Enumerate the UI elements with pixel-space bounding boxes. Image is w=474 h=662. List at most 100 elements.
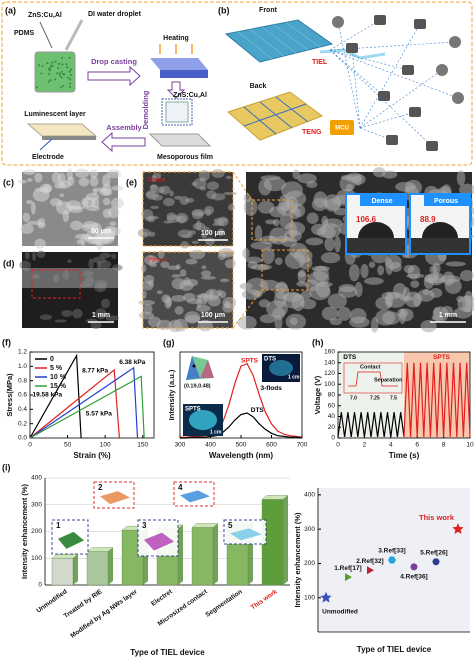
y-tick-label: 100 [31,555,42,562]
x-tick-label: 50 [64,442,72,449]
micrograph-texture [110,197,124,209]
micrograph-texture [185,197,195,203]
label: PDMS [14,30,35,37]
inset-number: 2 [98,483,103,492]
micrograph-texture [180,241,190,249]
micrograph-texture [200,275,216,280]
bar-side [283,495,288,585]
x-axis-title: Type of TIEL device [357,645,432,654]
micrograph-texture [74,168,90,178]
x-axis-title: Strain (%) [73,451,111,460]
device-electrode [42,136,96,140]
sheet-grid [243,103,307,127]
micrograph-texture [183,292,196,302]
teng-sheet [227,91,324,141]
label: TENG [302,129,322,136]
mcu [330,120,354,135]
x-axis-title: Time (s) [389,451,420,460]
micrograph-texture [456,170,466,186]
label: Back [250,83,267,90]
label: (0.19,0.48) [184,383,211,389]
x-tick-label: 500 [236,442,247,449]
point-label: This work [419,513,455,522]
beaker-texture [68,56,71,59]
angle-label: 88.9 [420,215,436,224]
zoom-box [161,98,193,126]
micrograph-texture [173,318,188,332]
y-tick-label: 100 [304,594,315,601]
inset [343,362,403,394]
x-tick-label: Electret [150,588,174,608]
beaker-texture [69,82,72,85]
device-top [26,123,98,137]
y-tick-label: 120 [324,370,335,377]
inset-device [100,491,130,505]
x-tick-label: 6 [415,442,419,449]
y-tick-label: 0 [331,435,335,442]
inset-tick: 7.25 [370,395,380,401]
micrograph-texture [375,296,393,310]
bar-side [213,523,218,585]
beaker-texture [60,70,63,73]
line [29,375,145,439]
y-axis-title: Intensity enhancement (%) [293,512,302,608]
micrograph-texture [102,197,111,206]
micrograph-texture [334,236,341,253]
micrograph-texture [382,311,401,325]
beaker-texture [54,60,57,63]
bar-side [108,547,113,585]
link [329,49,409,71]
micrograph-texture [199,177,206,182]
arrow [101,131,146,153]
label: Separation [374,377,403,383]
micrograph-texture [111,185,124,191]
micrograph-texture [296,281,308,287]
beaker-texture [54,78,57,81]
micrograph-texture [337,306,352,321]
micrograph-texture [442,271,455,286]
dropper [64,19,84,51]
line [180,412,303,439]
x-tick-label: 2 [363,442,367,449]
micrograph-texture [144,216,154,222]
micrograph-texture [274,291,287,308]
micrograph-texture [292,169,300,180]
micrograph-texture [228,203,235,211]
y-tick-label: 200 [31,528,42,535]
angle-label: 106.6 [356,215,377,224]
device-icon [346,43,358,53]
beaker-texture [69,73,72,76]
y-tick-label: 0.6 [18,392,27,399]
micrograph-texture [138,299,155,306]
beaker-texture [58,72,61,75]
micrograph-texture [161,294,171,303]
micrograph-texture [151,175,157,183]
device-icon [452,92,464,104]
x-tick-label: 150 [137,442,148,449]
label: SPTS [185,407,201,413]
micrograph-texture [90,321,102,330]
micrograph-texture [151,194,163,201]
micrograph-texture [184,311,201,324]
micrograph-texture [445,261,466,267]
line [29,366,139,439]
droplet [358,222,394,238]
label: Demolding [141,90,150,129]
inset-device [230,528,262,541]
y-axis-title: Intensity enhancement (%) [20,483,29,579]
scale-label: 100 μm [201,230,225,237]
beaker-texture [38,64,41,67]
micrograph-texture [201,270,212,277]
micrograph-texture [313,191,328,208]
micrograph-texture [257,200,275,214]
x-tick-label: 10 [466,442,474,449]
photo-glow [189,410,217,430]
micrograph-texture [109,221,117,227]
panel-label: (c) [3,177,14,187]
micrograph-texture [259,314,276,324]
annotation: 19.58 kPa [32,392,62,399]
x-tick-label: Modified by Ag NWs layer [69,588,139,640]
label: DTS [264,357,276,363]
micrograph-texture [81,197,96,208]
